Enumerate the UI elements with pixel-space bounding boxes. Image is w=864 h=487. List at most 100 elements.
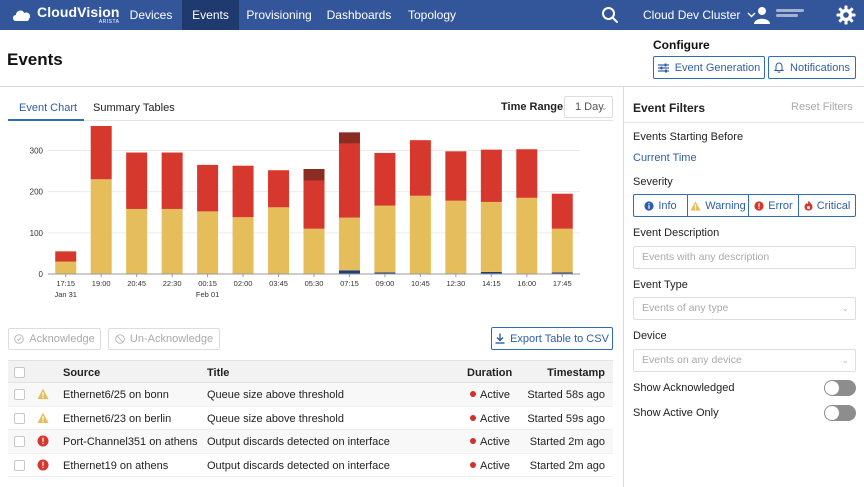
flame-icon <box>804 200 813 211</box>
event-type-label: Event Type <box>633 279 688 291</box>
nav-topology[interactable]: Topology <box>407 8 457 22</box>
chevron-down-icon: ⌄ <box>841 303 849 313</box>
bar-segment <box>303 180 325 229</box>
acknowledge-button[interactable]: Acknowledge <box>8 328 101 350</box>
select-all-checkbox[interactable] <box>14 367 25 378</box>
severity-label: Severity <box>633 176 673 188</box>
row-checkbox[interactable] <box>14 412 25 424</box>
row-timestamp: Started 2m ago <box>529 436 605 448</box>
row-title: Output discards detected on interface <box>207 436 390 448</box>
x-tick-label: 17:15 <box>56 279 75 288</box>
bar-segment <box>55 251 77 262</box>
nav-events[interactable]: Events <box>182 0 239 30</box>
show-active-only-label: Show Active Only <box>633 407 719 419</box>
bar-segment <box>126 208 148 274</box>
row-title: Queue size above threshold <box>207 412 344 425</box>
notifications-button[interactable]: Notifications <box>768 56 856 79</box>
row-title: Queue size above threshold <box>207 389 344 401</box>
bar-segment <box>232 165 254 218</box>
time-range-select[interactable]: 1 Day ⌄ <box>564 96 613 118</box>
device-label: Device <box>633 330 667 342</box>
show-active-only-toggle[interactable] <box>824 405 856 421</box>
severity-info-button[interactable]: Info <box>634 195 688 216</box>
unacknowledge-label: Un-Acknowledge <box>129 333 214 345</box>
y-tick-label: 200 <box>30 188 44 197</box>
tab-summary-tables[interactable]: Summary Tables <box>93 102 175 114</box>
x-tick-label: 19:00 <box>92 279 111 288</box>
x-tick-label: 02:00 <box>234 279 253 288</box>
x-tick-label: 16:00 <box>517 279 536 288</box>
export-label: Export Table to CSV <box>510 332 609 345</box>
x-tick-label: 09:00 <box>376 279 395 288</box>
col-source[interactable]: Source <box>63 367 101 379</box>
filters-divider <box>624 122 864 123</box>
bar-segment <box>409 140 431 196</box>
user-icon[interactable] <box>754 6 770 24</box>
bar-segment <box>480 271 502 274</box>
event-type-placeholder: Events of any type <box>642 302 729 314</box>
y-tick-label: 100 <box>30 229 44 238</box>
row-duration: Active <box>470 436 510 448</box>
table-row[interactable]: Ethernet6/25 on bonn Queue size above th… <box>8 383 613 407</box>
error-icon <box>754 200 764 211</box>
nav-dashboards[interactable]: Dashboards <box>326 8 392 22</box>
table-row[interactable]: Ethernet19 on athens Output discards det… <box>8 454 613 477</box>
severity-critical-button[interactable]: Critical <box>799 195 855 216</box>
active-tab-indicator <box>8 119 84 121</box>
show-acknowledged-label: Show Acknowledged <box>633 382 735 394</box>
x-tick-label: 20:45 <box>127 279 146 288</box>
check-circle-icon <box>14 334 25 344</box>
col-duration[interactable]: Duration <box>467 367 513 379</box>
bar-segment <box>338 143 360 218</box>
col-timestamp[interactable]: Timestamp <box>547 367 605 379</box>
event-description-placeholder: Events with any description <box>642 251 770 263</box>
gear-icon[interactable] <box>836 5 856 25</box>
col-title[interactable]: Title <box>207 367 230 379</box>
top-nav: CloudVision ARISTA Devices Events Provis… <box>0 0 864 30</box>
time-range-label: Time Range <box>501 101 564 113</box>
bell-icon <box>774 62 785 73</box>
row-timestamp: Started 59s ago <box>527 412 605 425</box>
row-duration: Active <box>470 389 510 401</box>
tab-event-chart[interactable]: Event Chart <box>19 102 78 114</box>
row-duration-label: Active <box>480 412 510 425</box>
bar-segment <box>197 211 219 274</box>
event-description-input[interactable]: Events with any description <box>633 246 856 269</box>
row-timestamp: Started 2m ago <box>529 459 605 472</box>
x-date-label: Jan 31 <box>54 290 77 299</box>
search-icon[interactable] <box>601 6 619 24</box>
show-acknowledged-toggle[interactable] <box>824 380 856 396</box>
bar-segment <box>551 193 573 229</box>
row-duration: Active <box>470 413 510 425</box>
export-csv-button[interactable]: Export Table to CSV <box>491 327 613 350</box>
current-time-link[interactable]: Current Time <box>633 152 697 164</box>
table-row[interactable]: Ethernet6/23 on berlin Queue size above … <box>8 407 613 430</box>
bar-segment <box>480 149 502 202</box>
cancel-circle-icon <box>115 334 125 344</box>
unacknowledge-button[interactable]: Un-Acknowledge <box>108 328 220 350</box>
severity-error-button[interactable]: Error <box>749 195 799 216</box>
row-checkbox[interactable] <box>14 436 25 447</box>
bar-segment <box>303 228 325 274</box>
bar-segment <box>374 152 396 206</box>
bar-segment <box>126 152 148 209</box>
warning-icon <box>690 201 701 210</box>
bar-segment <box>338 217 360 271</box>
row-checkbox[interactable] <box>14 389 25 400</box>
event-generation-button[interactable]: Event Generation <box>653 56 765 79</box>
severity-critical-label: Critical <box>816 199 851 212</box>
x-date-label: Feb 01 <box>196 290 219 299</box>
nav-devices[interactable]: Devices <box>129 8 173 22</box>
cloudvision-logo[interactable]: CloudVision ARISTA <box>0 0 120 30</box>
device-select[interactable]: Events on any device ⌄ <box>633 349 856 372</box>
chevron-down-icon: ⌄ <box>600 102 608 112</box>
active-dot <box>470 438 476 444</box>
severity-warning-button[interactable]: Warning <box>688 195 749 216</box>
starting-before-label: Events Starting Before <box>633 131 744 143</box>
row-checkbox[interactable] <box>14 459 25 471</box>
cluster-selector[interactable]: Cloud Dev Cluster <box>643 8 756 22</box>
reset-filters-button[interactable]: Reset Filters <box>791 101 853 113</box>
nav-provisioning[interactable]: Provisioning <box>246 8 312 22</box>
event-type-select[interactable]: Events of any type ⌄ <box>633 297 856 320</box>
table-row[interactable]: Port-Channel351 on athens Output discard… <box>8 430 613 454</box>
